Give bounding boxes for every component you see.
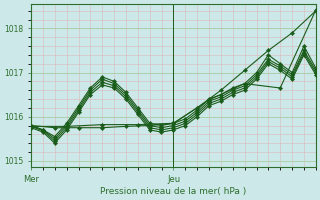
X-axis label: Pression niveau de la mer( hPa ): Pression niveau de la mer( hPa )	[100, 187, 247, 196]
